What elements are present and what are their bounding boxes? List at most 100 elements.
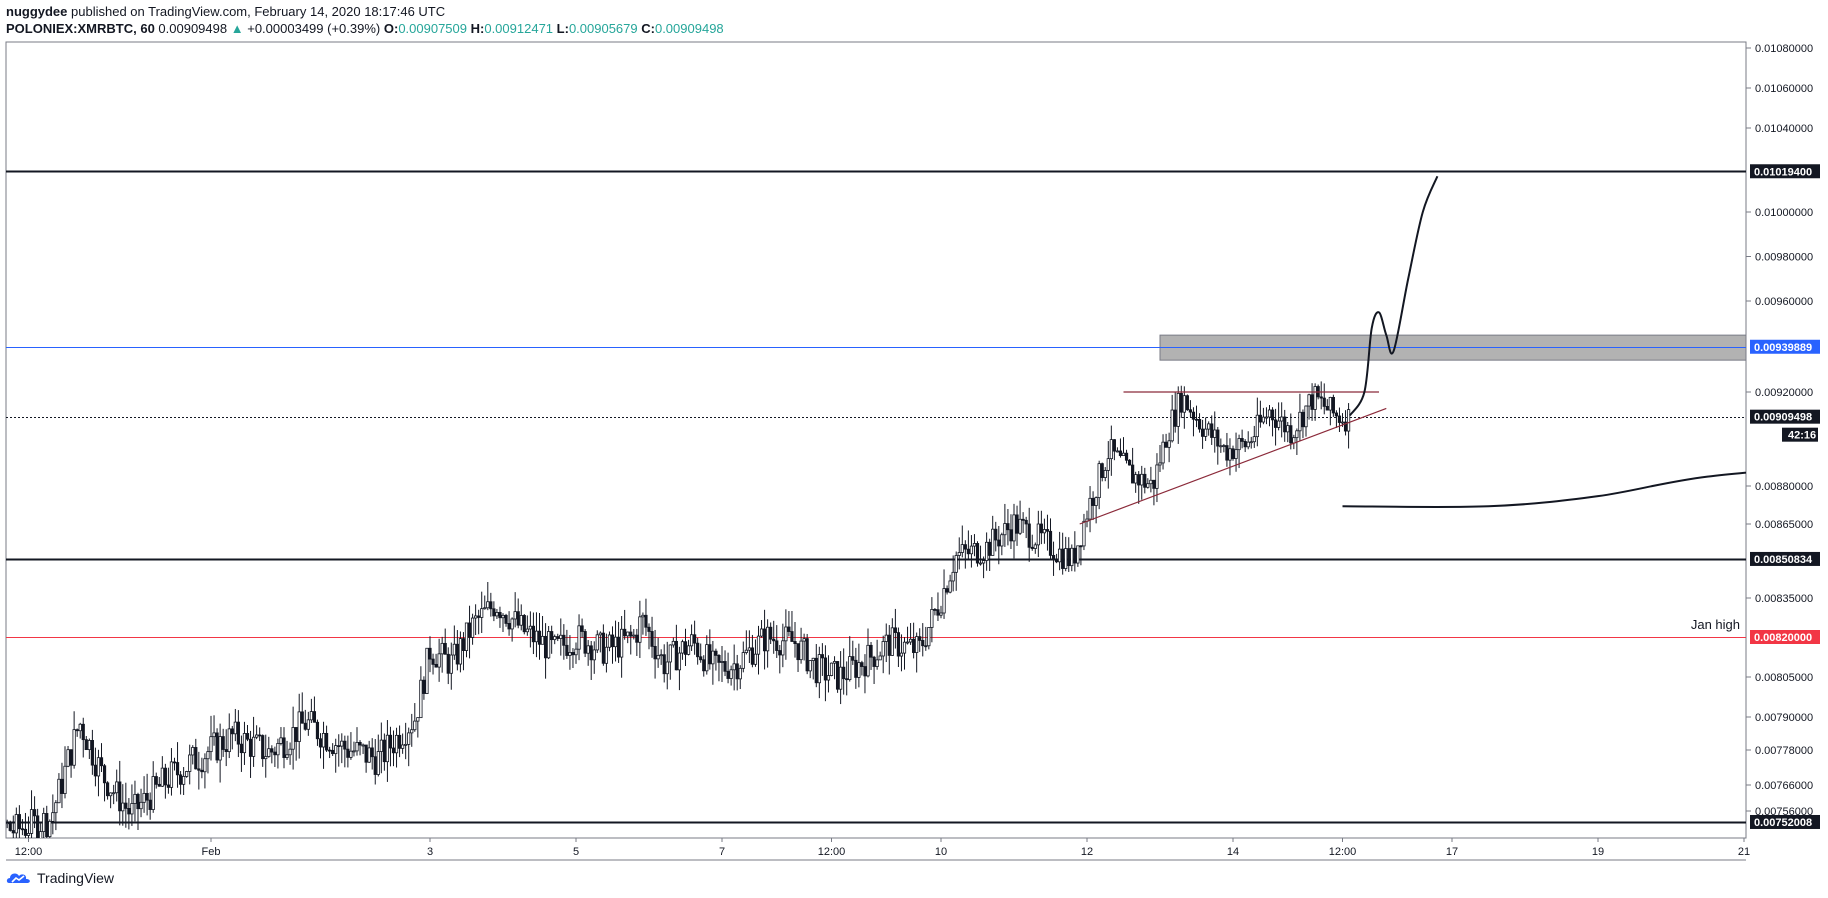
candle-body xyxy=(735,663,739,680)
candle-body xyxy=(255,734,259,738)
jan-high-annotation[interactable]: Jan high xyxy=(1691,617,1740,632)
candle-body xyxy=(39,831,43,838)
level-label[interactable]: 0.00820000 xyxy=(1754,632,1812,644)
candle-body xyxy=(1222,445,1226,447)
candle-body xyxy=(270,748,274,753)
plot-area[interactable]: Jan high xyxy=(0,170,1828,863)
level-label[interactable]: 0.00850834 xyxy=(1754,554,1813,566)
candle-body xyxy=(90,740,94,766)
projection-curve-path[interactable] xyxy=(1342,463,1828,509)
candle-body xyxy=(169,761,174,788)
candle-body xyxy=(175,762,180,776)
candle-body xyxy=(1018,518,1022,534)
countdown-bg xyxy=(1782,427,1818,442)
candle-body xyxy=(273,751,277,756)
candle-body xyxy=(1179,393,1183,413)
candle-body xyxy=(854,659,858,678)
candle-body xyxy=(264,756,268,760)
candle-body xyxy=(1173,409,1177,427)
candle-body xyxy=(790,631,794,642)
candle-body xyxy=(1246,441,1250,448)
candle-body xyxy=(133,793,137,804)
level-label[interactable]: 0.00909498 xyxy=(1754,412,1812,424)
candle-body xyxy=(1264,416,1269,419)
publisher-name[interactable]: nuggydee xyxy=(6,4,68,19)
candle-body xyxy=(829,662,834,676)
level-label[interactable]: 0.01019400 xyxy=(1754,166,1812,178)
candle-body xyxy=(787,626,791,632)
candle-body xyxy=(507,623,511,630)
candle-body xyxy=(163,767,167,786)
candle-body xyxy=(1058,548,1062,563)
candles-group xyxy=(6,381,1351,838)
candle-body xyxy=(394,734,399,754)
level-label[interactable]: 0.00752008 xyxy=(1754,817,1812,829)
symbol-label[interactable]: POLONIEX:XMRBTC, 60 xyxy=(6,21,155,36)
candle-body xyxy=(553,636,557,641)
candle-body xyxy=(908,638,913,643)
candle-body xyxy=(1191,411,1196,420)
candle-body xyxy=(1228,448,1232,461)
candle-body xyxy=(574,648,578,656)
x-tick-label: 12:00 xyxy=(1329,846,1357,858)
candle-body xyxy=(626,631,630,637)
candle-body xyxy=(464,622,469,651)
candle-body xyxy=(84,739,88,751)
candle-body xyxy=(1328,396,1332,411)
x-tick-label: 12 xyxy=(1081,846,1093,858)
candle-body xyxy=(711,650,715,665)
candle-body xyxy=(1045,529,1050,532)
candle-body xyxy=(130,803,134,815)
candle-body xyxy=(501,614,505,619)
publish-details: published on TradingView.com, February 1… xyxy=(71,4,446,19)
candle-body xyxy=(324,732,329,751)
candle-body xyxy=(647,626,651,632)
symbol-legend: POLONIEX:XMRBTC, 60 0.00909498 ▲ +0.0000… xyxy=(6,21,724,36)
candle-body xyxy=(662,654,666,675)
candle-body xyxy=(653,645,657,660)
candle-body xyxy=(248,738,253,757)
candle-body xyxy=(1182,395,1186,413)
candle-body xyxy=(203,758,207,773)
candle-body xyxy=(741,652,745,669)
projection-up-path[interactable] xyxy=(1348,175,1439,417)
level-label[interactable]: 0.00939889 xyxy=(1754,342,1812,354)
candle-body xyxy=(72,729,76,766)
candle-body xyxy=(613,636,618,648)
level-label-bg xyxy=(1750,630,1820,644)
tradingview-logo[interactable]: TradingView xyxy=(6,870,114,886)
candle-body xyxy=(42,813,46,832)
candle-body xyxy=(285,754,289,758)
x-tick-label: 17 xyxy=(1446,846,1458,858)
triangle-support-line[interactable] xyxy=(1079,407,1387,525)
candle-body xyxy=(197,768,201,771)
candle-body xyxy=(452,643,456,656)
candle-body xyxy=(893,627,897,633)
candle-body xyxy=(279,737,283,744)
candle-body xyxy=(486,601,490,609)
candle-body xyxy=(413,720,417,731)
candle-body xyxy=(477,615,481,618)
candle-body xyxy=(78,723,82,732)
y-tick-label: 0.00778000 xyxy=(1755,745,1813,757)
candle-body xyxy=(1231,448,1235,459)
candle-body xyxy=(446,653,450,674)
y-tick-label: 0.01060000 xyxy=(1755,83,1813,95)
candle-body xyxy=(601,632,605,664)
candle-body xyxy=(1146,483,1150,488)
candle-body xyxy=(434,663,438,668)
candle-body xyxy=(191,747,195,756)
candle-body xyxy=(340,740,344,747)
candle-body xyxy=(60,778,64,794)
candle-body xyxy=(288,748,292,756)
level-label-bg xyxy=(1750,339,1820,354)
candle-body xyxy=(1313,386,1317,410)
candle-body xyxy=(352,750,356,753)
candle-body xyxy=(1115,450,1120,453)
candle-body xyxy=(154,776,158,785)
candle-body xyxy=(1097,463,1101,499)
candle-body xyxy=(537,630,542,645)
candle-body xyxy=(1012,514,1016,542)
candle-body xyxy=(8,822,12,831)
